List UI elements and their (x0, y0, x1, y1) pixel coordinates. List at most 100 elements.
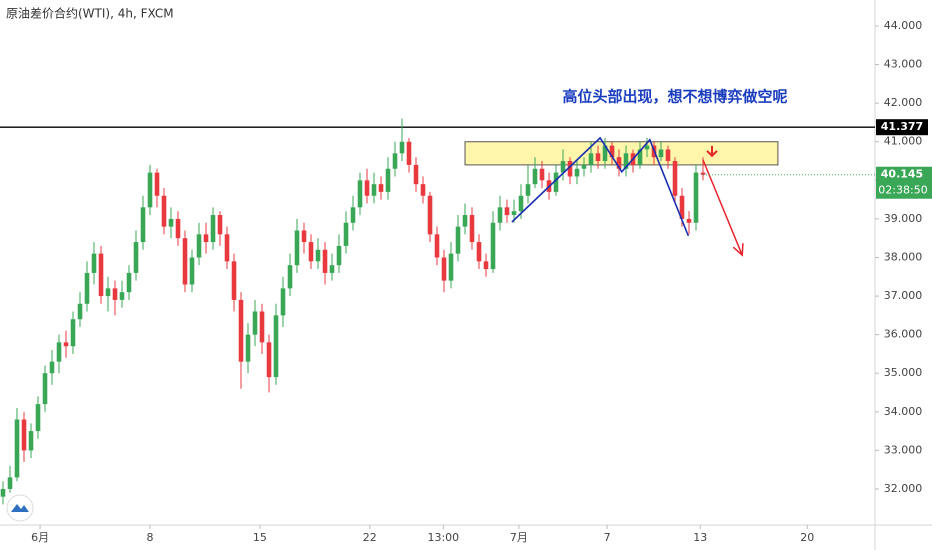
candle-body (189, 257, 195, 285)
candle-body (455, 226, 461, 254)
candle-body (672, 161, 678, 196)
arrow-head (732, 243, 744, 257)
candle-body (7, 477, 13, 489)
countdown-label: 02:38:50 (878, 184, 927, 197)
candle-body (525, 184, 531, 196)
candle-body (301, 230, 307, 243)
candle-body (518, 195, 524, 212)
candle-body (483, 261, 489, 270)
candle-body (504, 207, 510, 216)
last-price-label: 40.145 (881, 168, 923, 181)
x-tick-label: 13 (693, 531, 707, 544)
x-tick-label: 6月 (31, 531, 49, 544)
candle-body (658, 149, 664, 158)
candle-body (609, 145, 615, 158)
candle-body (203, 234, 209, 243)
y-tick-label: 38.000 (884, 250, 923, 263)
resistance-zone (464, 141, 779, 166)
candle-body (70, 319, 76, 347)
candle-body (168, 218, 174, 227)
candle-body (581, 164, 587, 169)
annotation: 高位头部出现，想不想博弈做空呢 (562, 88, 787, 106)
candle-body (497, 207, 503, 223)
candle-body (98, 253, 104, 297)
x-tick-label: 13:00 (427, 531, 459, 544)
candle-body (63, 342, 69, 347)
candle-body (42, 373, 48, 405)
candle-body (196, 234, 202, 258)
candle-body (574, 168, 580, 177)
candle-body (252, 311, 258, 335)
candle-body (147, 172, 153, 208)
chart-title: 原油差价合约(WTI), 4h, FXCM (6, 6, 174, 21)
candle-body (28, 431, 34, 451)
candle-body (14, 419, 20, 478)
candle-body (413, 164, 419, 185)
candle-body (21, 419, 27, 451)
candle-body (175, 218, 181, 239)
candle-body (329, 265, 335, 273)
candle-body (532, 168, 538, 185)
candle-body (84, 272, 90, 304)
candle-body (140, 207, 146, 243)
candle-body (308, 242, 314, 262)
y-tick-label: 44.000 (884, 19, 923, 32)
y-tick-label: 34.000 (884, 405, 923, 418)
candle-body (245, 334, 251, 362)
logo (6, 494, 34, 522)
last-price-box (876, 166, 932, 199)
candle-body (644, 145, 650, 150)
candle-body (469, 215, 475, 243)
candle-body (588, 153, 594, 165)
candle-body (350, 207, 356, 223)
candle-body (112, 288, 118, 300)
candle-body (476, 242, 482, 262)
candle-body (700, 172, 706, 175)
hline-price-label: 41.377 (881, 120, 923, 133)
candle-body (553, 172, 559, 192)
candle-body (0, 488, 6, 497)
candle-body (322, 249, 328, 273)
y-tick-label: 39.000 (884, 212, 923, 225)
candle-body (182, 238, 188, 285)
candle-body (357, 180, 363, 208)
candle-body (336, 245, 342, 266)
candle-body (273, 315, 279, 378)
candle-body (693, 172, 699, 223)
candle-body (77, 303, 83, 320)
y-tick-label: 37.000 (884, 289, 923, 302)
y-tick-label: 36.000 (884, 328, 923, 341)
y-tick-label: 32.000 (884, 482, 923, 495)
y-tick-label: 41.000 (884, 135, 923, 148)
candle-body (259, 311, 265, 343)
candle-body (154, 172, 160, 196)
candle-body (280, 288, 286, 316)
candle-body (231, 261, 237, 300)
candle-body (371, 184, 377, 196)
candle-body (133, 242, 139, 273)
candle-body (364, 180, 370, 196)
candle-body (385, 168, 391, 192)
candle-body (490, 222, 496, 270)
candle-body (679, 195, 685, 219)
candle-body (406, 141, 412, 165)
hline-price-box (876, 119, 928, 136)
candle-body (595, 153, 601, 162)
x-tick-label: 20 (800, 531, 814, 544)
y-tick-label: 43.000 (884, 58, 923, 71)
x-tick-label: 7 (604, 531, 611, 544)
candle-body (217, 215, 223, 235)
candle-body (105, 288, 111, 297)
candle-body (616, 157, 622, 169)
candle-body (392, 153, 398, 169)
candle-body (427, 195, 433, 235)
candle-body (665, 149, 671, 162)
candle-body (287, 265, 293, 289)
candle-body (378, 184, 384, 192)
candle-body (91, 253, 97, 273)
candle-body (399, 141, 405, 154)
candle-body (56, 342, 62, 362)
down-marker (706, 145, 718, 158)
